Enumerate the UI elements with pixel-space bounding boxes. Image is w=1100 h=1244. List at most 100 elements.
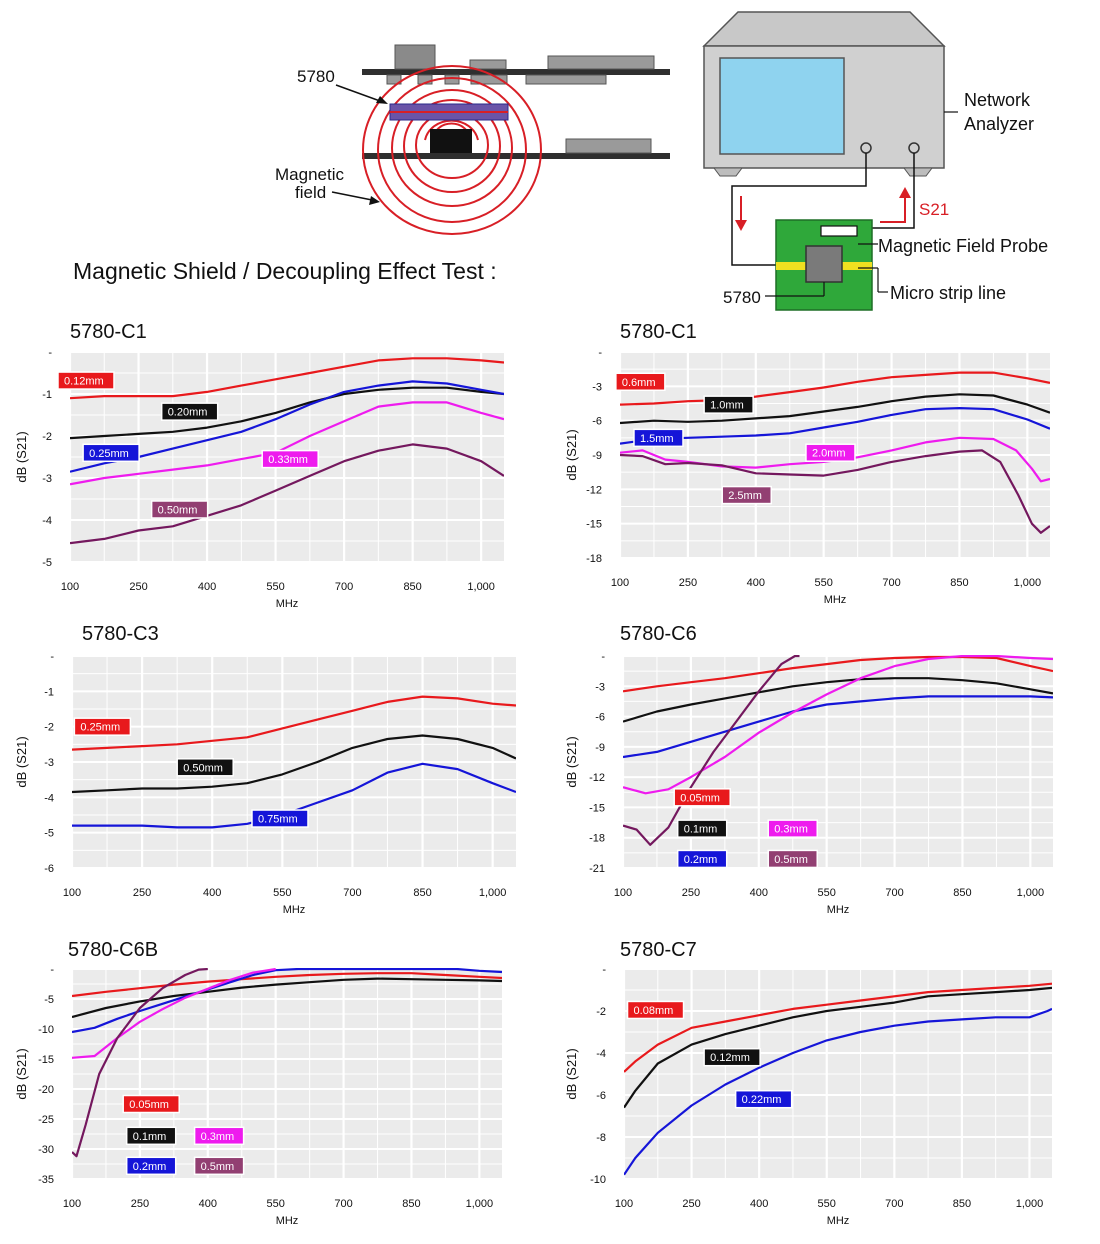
y-tick-label: -5 [42, 557, 52, 569]
x-tick-label: 850 [413, 887, 431, 899]
x-tick-label: 100 [611, 577, 629, 589]
series-label-0-12mm: 0.12mm [57, 371, 115, 390]
chart-5780-c7: 5780-C7 - -2 -4 -6 -8 -10 100 250 400 550 700 850 1,0… [564, 939, 1052, 1227]
probe-label: Magnetic Field Probe [878, 236, 1048, 256]
series-line-1-0mm [620, 393, 1050, 425]
y-tick-label: -2 [44, 722, 54, 734]
svg-text:0.3mm: 0.3mm [774, 824, 808, 836]
series-label-2-5mm: 2.5mm [721, 485, 772, 505]
series-line-0-08mm [624, 982, 1052, 1073]
chart-title: 5780-C7 [620, 939, 697, 961]
y-tick-label: -20 [38, 1084, 54, 1096]
gridlines [70, 655, 516, 869]
series-group [620, 371, 1050, 534]
y-tick-label: -2 [42, 431, 52, 443]
x-axis-label: MHz [824, 594, 847, 606]
x-tick-label: 850 [953, 887, 971, 899]
svg-text:0.1mm: 0.1mm [684, 824, 718, 836]
x-tick-label: 100 [61, 581, 79, 593]
series-group [623, 655, 1053, 846]
series-label-0-33mm: 0.33mm [261, 449, 319, 469]
chart-title: 5780-C6B [68, 939, 158, 961]
x-axis-label: MHz [827, 1215, 850, 1227]
svg-text:0.75mm: 0.75mm [258, 814, 298, 826]
svg-text:0.20mm: 0.20mm [168, 407, 208, 419]
chip-label-right: 5780 [723, 288, 761, 307]
x-tick-label: 550 [818, 1198, 836, 1210]
series-line-0-6mm [620, 371, 1050, 406]
y-tick-label: -12 [586, 484, 602, 496]
y-tick-label: - [50, 651, 54, 663]
series-line-0-2mm [623, 695, 1053, 759]
y-tick-label: -30 [38, 1144, 54, 1156]
series-line-1-5mm [620, 407, 1050, 445]
y-tick-label: -25 [38, 1114, 54, 1126]
x-tick-label: 100 [615, 1198, 633, 1210]
y-tick-label: -15 [586, 519, 602, 531]
series-label-0-5mm: 0.5mm [193, 1156, 245, 1176]
x-tick-label: 700 [885, 887, 903, 899]
series-line-0-25mm [70, 380, 504, 473]
x-tick-label: 850 [950, 577, 968, 589]
series-label-0-5mm: 0.5mm [767, 849, 818, 869]
svg-text:0.22mm: 0.22mm [742, 1094, 782, 1106]
x-tick-label: 850 [403, 581, 421, 593]
chip-5780 [805, 245, 843, 283]
x-tick-label: 400 [198, 581, 216, 593]
y-axis-label: dB (S21) [14, 431, 29, 482]
y-tick-label: -1 [42, 389, 52, 401]
y-tick-label: -4 [596, 1048, 606, 1060]
y-tick-label: -2 [596, 1006, 606, 1018]
series-label-0-12mm: 0.12mm [703, 1047, 761, 1067]
x-tick-label: 250 [129, 581, 147, 593]
x-tick-label: 100 [614, 887, 632, 899]
x-tick-label: 550 [818, 887, 836, 899]
port-1 [860, 142, 872, 154]
svg-text:0.5mm: 0.5mm [201, 1161, 235, 1173]
y-tick-label: -18 [586, 553, 602, 565]
y-tick-label: -4 [44, 792, 54, 804]
series-group [624, 982, 1052, 1176]
series-line-0-50mm [72, 734, 516, 794]
y-tick-label: -21 [589, 863, 605, 875]
chart-5780-c1-right: 5780-C1 - -3 -6 -9 -12 -15 -18 100 250 400 550 700 85… [564, 321, 1050, 606]
svg-text:0.12mm: 0.12mm [710, 1052, 750, 1064]
y-tick-label: -3 [592, 381, 602, 393]
x-tick-label: 400 [747, 577, 765, 589]
series-label-0-05mm: 0.05mm [122, 1094, 180, 1114]
svg-text:0.2mm: 0.2mm [684, 854, 718, 866]
y-tick-label: -1 [44, 686, 54, 698]
series-line-2-5mm [620, 449, 1050, 534]
y-axis-label: dB (S21) [14, 736, 29, 787]
svg-text:0.50mm: 0.50mm [158, 505, 198, 517]
series-label-0-1mm: 0.1mm [125, 1126, 177, 1146]
y-tick-label: -10 [38, 1024, 54, 1036]
x-tick-label: 1,000 [1014, 577, 1042, 589]
x-tick-label: 700 [343, 887, 361, 899]
svg-text:0.6mm: 0.6mm [622, 377, 656, 389]
x-tick-label: 400 [750, 887, 768, 899]
y-tick-label: -9 [592, 450, 602, 462]
lower-board [362, 138, 670, 159]
x-tick-label: 850 [402, 1198, 420, 1210]
chart-title: 5780-C3 [82, 623, 159, 645]
y-tick-label: - [598, 347, 602, 359]
y-tick-label: -6 [592, 416, 602, 428]
svg-text:0.08mm: 0.08mm [634, 1005, 674, 1017]
y-tick-label: - [602, 964, 606, 976]
series-line-0-25mm [72, 695, 516, 751]
svg-text:0.25mm: 0.25mm [80, 722, 120, 734]
svg-text:0.5mm: 0.5mm [774, 854, 808, 866]
svg-text:2.0mm: 2.0mm [812, 448, 846, 460]
x-tick-label: 100 [63, 887, 81, 899]
y-tick-label: -35 [38, 1174, 54, 1186]
chart-title: 5780-C1 [620, 321, 697, 343]
x-tick-label: 250 [682, 1198, 700, 1210]
x-axis-label: MHz [276, 598, 299, 610]
svg-text:2.5mm: 2.5mm [728, 490, 762, 502]
series-label-1-0mm: 1.0mm [703, 395, 754, 414]
chart-5780-c3: 5780-C3 - -1 -2 -3 -4 -5 -6 100 250 400 550 700 850 1,… [14, 623, 516, 916]
series-line-0-12mm [624, 986, 1052, 1109]
gridlines [622, 968, 1052, 1180]
series-label-0-05mm: 0.05mm [673, 788, 731, 807]
